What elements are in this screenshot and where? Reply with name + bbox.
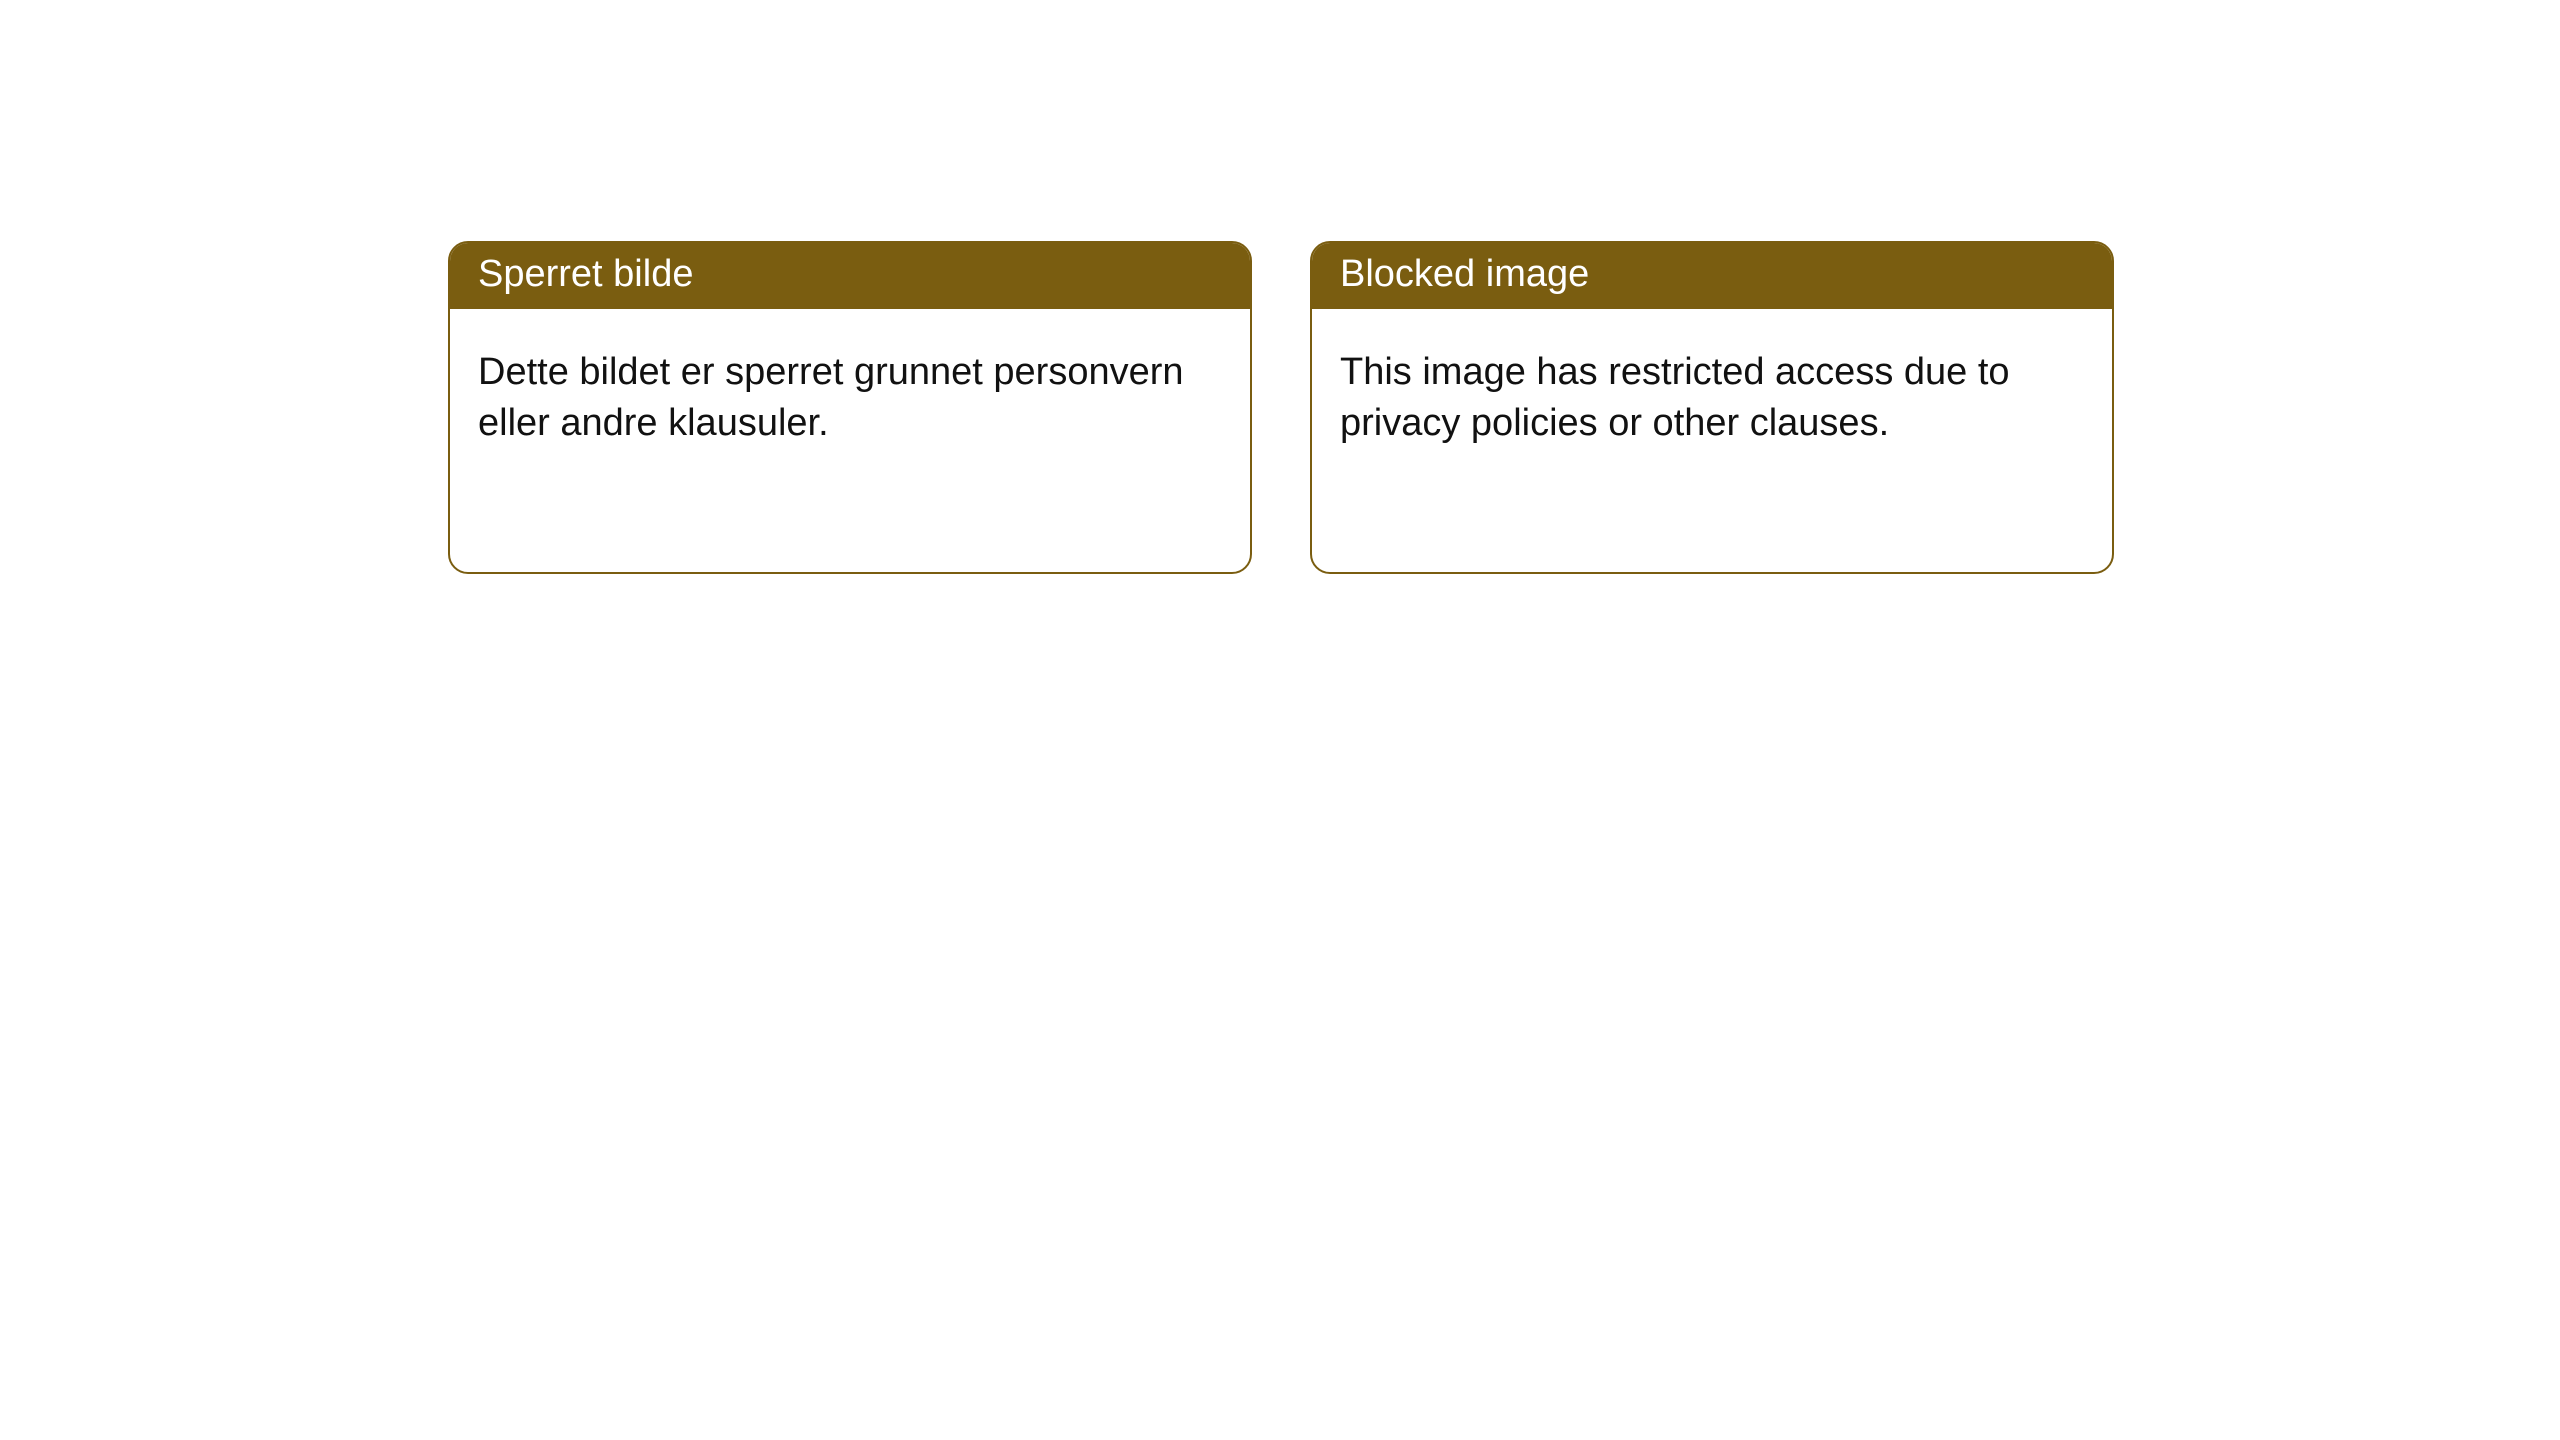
notice-card-norwegian: Sperret bilde Dette bildet er sperret gr…	[448, 241, 1252, 574]
notice-card-title: Blocked image	[1312, 243, 2112, 309]
notice-card-title: Sperret bilde	[450, 243, 1250, 309]
notice-card-row: Sperret bilde Dette bildet er sperret gr…	[448, 241, 2114, 574]
page: Sperret bilde Dette bildet er sperret gr…	[0, 0, 2560, 1440]
notice-card-english: Blocked image This image has restricted …	[1310, 241, 2114, 574]
notice-card-body: Dette bildet er sperret grunnet personve…	[450, 309, 1250, 488]
notice-card-body: This image has restricted access due to …	[1312, 309, 2112, 488]
